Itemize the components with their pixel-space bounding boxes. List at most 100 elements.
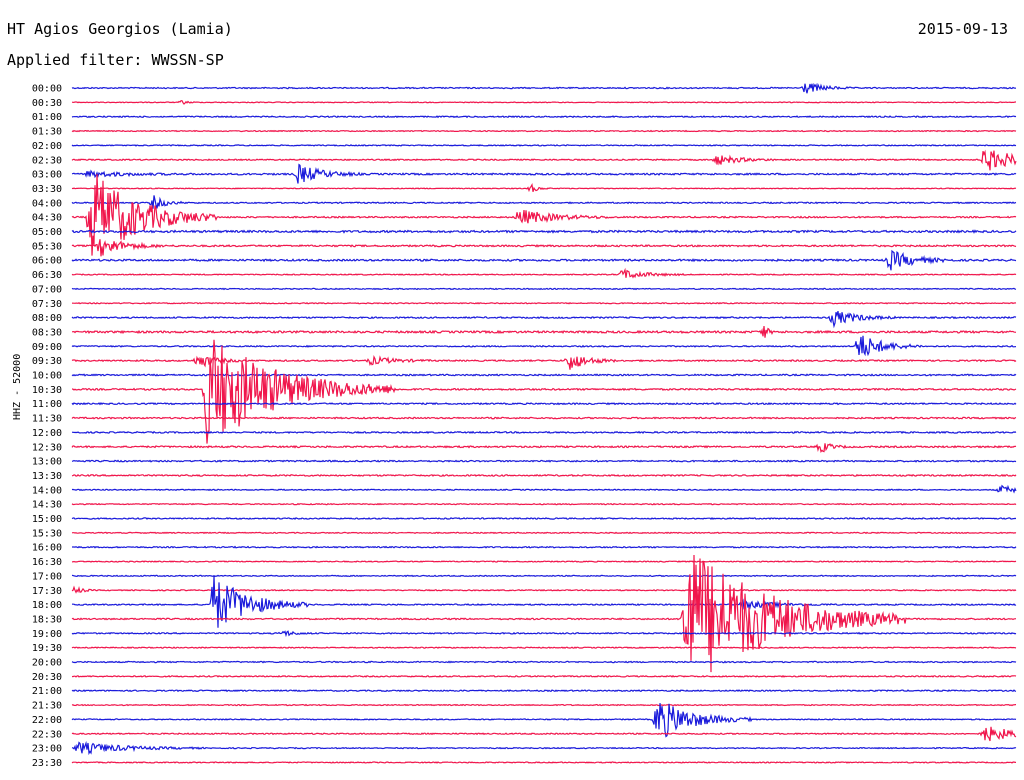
time-labels: 00:00 00:30 01:00 01:30 02:00 02:30 03:00 03:30… <box>32 84 62 769</box>
trace-row <box>71 373 1017 377</box>
time-label: 07:00 <box>32 284 62 295</box>
time-label: 18:00 <box>32 600 62 611</box>
trace-row <box>71 459 1017 463</box>
trace-row <box>71 531 1017 535</box>
trace-row <box>71 430 1017 435</box>
trace-row <box>71 239 1017 257</box>
time-label: 09:00 <box>32 342 62 353</box>
trace-row <box>71 473 1017 478</box>
time-label: 05:00 <box>32 227 62 238</box>
time-label: 17:00 <box>32 571 62 582</box>
time-label: 10:30 <box>32 385 62 396</box>
time-label: 14:30 <box>32 500 62 511</box>
trace-row <box>71 443 1017 453</box>
trace-row <box>71 585 1017 594</box>
time-label: 18:30 <box>32 614 62 625</box>
trace-row <box>71 761 1016 764</box>
time-label: 06:30 <box>32 270 62 281</box>
trace-row <box>71 354 1017 370</box>
time-label: 11:00 <box>32 399 62 410</box>
time-label: 05:30 <box>32 241 62 252</box>
time-label: 01:00 <box>32 112 62 123</box>
trace-row <box>71 267 1017 279</box>
time-label: 15:30 <box>32 528 62 539</box>
time-label: 17:30 <box>32 586 62 597</box>
trace-row <box>71 182 1017 193</box>
station-title: HT Agios Georgios (Lamia) <box>7 20 233 38</box>
trace-row <box>71 560 1017 563</box>
trace-row <box>71 740 1017 756</box>
time-label: 14:00 <box>32 485 62 496</box>
filter-label: Applied filter: WWSSN-SP <box>7 51 224 69</box>
trace-row <box>71 630 1017 638</box>
time-label: 19:30 <box>32 643 62 654</box>
trace-row <box>71 229 1017 234</box>
trace-row <box>71 325 1017 338</box>
time-label: 11:30 <box>32 414 62 425</box>
trace-row <box>71 100 1016 105</box>
time-label: 21:30 <box>32 701 62 712</box>
trace-row <box>71 689 1017 693</box>
time-label: 03:30 <box>32 184 62 195</box>
trace-row <box>71 249 1017 271</box>
trace-row <box>71 554 1017 673</box>
time-label: 02:30 <box>32 155 62 166</box>
trace-row <box>71 674 1017 678</box>
time-label: 20:00 <box>32 658 62 669</box>
trace-row <box>71 703 1016 707</box>
trace-row <box>71 726 1017 742</box>
trace-row <box>71 302 1017 305</box>
time-label: 16:30 <box>32 557 62 568</box>
time-label: 03:00 <box>32 170 62 181</box>
time-label: 21:00 <box>32 686 62 697</box>
time-label: 19:00 <box>32 629 62 640</box>
time-label: 04:00 <box>32 198 62 209</box>
time-label: 08:00 <box>32 313 62 324</box>
trace-row <box>71 484 1017 494</box>
time-label: 22:00 <box>32 715 62 726</box>
trace-row <box>71 129 1017 133</box>
trace-row <box>72 545 1017 549</box>
time-label: 09:30 <box>32 356 62 367</box>
time-label: 04:30 <box>32 213 62 224</box>
trace-row <box>71 416 1017 420</box>
record-date: 2015-09-13 <box>917 20 1008 38</box>
trace-row <box>71 402 1017 406</box>
trace-row <box>71 174 1017 256</box>
trace-row <box>71 516 1017 520</box>
time-label: 16:00 <box>32 543 62 554</box>
time-label: 20:30 <box>32 672 62 683</box>
time-label: 00:30 <box>32 98 62 109</box>
trace-row <box>71 310 1017 329</box>
time-label: 12:30 <box>32 442 62 453</box>
trace-row <box>71 82 1017 94</box>
trace-row <box>71 287 1017 291</box>
trace-row <box>71 703 1017 738</box>
time-label: 01:30 <box>32 127 62 138</box>
time-label: 00:00 <box>32 84 62 95</box>
trace-row <box>71 195 1017 209</box>
trace-row <box>71 574 1017 578</box>
time-label: 06:00 <box>32 256 62 267</box>
time-label: 13:30 <box>32 471 62 482</box>
time-label: 08:30 <box>32 327 62 338</box>
time-label: 10:00 <box>32 371 62 382</box>
trace-row <box>71 576 1017 628</box>
time-label: 22:30 <box>32 729 62 740</box>
seismic-traces <box>71 82 1017 764</box>
trace-row <box>71 660 1017 664</box>
time-label: 15:00 <box>32 514 62 525</box>
trace-row <box>71 163 1017 184</box>
trace-row <box>71 144 1017 147</box>
trace-row <box>71 149 1017 171</box>
time-label: 02:00 <box>32 141 62 152</box>
time-label: 12:00 <box>32 428 62 439</box>
trace-row <box>71 502 1017 506</box>
time-label: 07:30 <box>32 299 62 310</box>
trace-row <box>71 646 1017 649</box>
trace-row <box>71 115 1017 119</box>
trace-row <box>71 335 1017 357</box>
time-label: 23:30 <box>32 758 62 769</box>
trace-row <box>71 339 1017 444</box>
